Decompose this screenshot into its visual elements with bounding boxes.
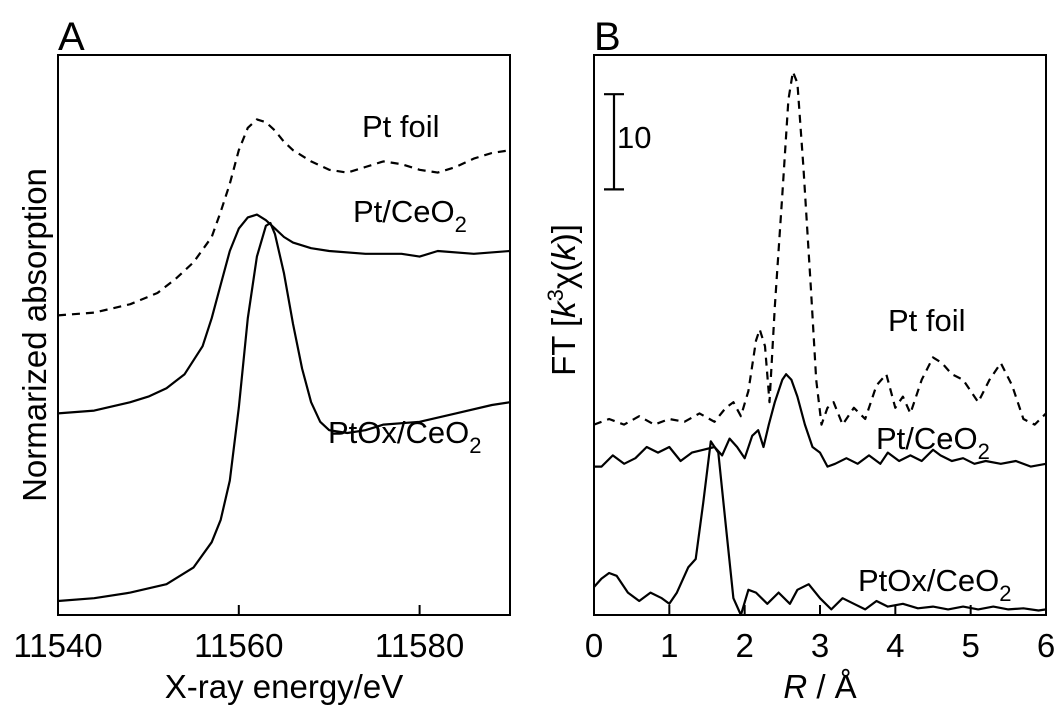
- panel-b-frame: [593, 54, 1047, 616]
- panel-b-x-tick-label: 4: [886, 627, 904, 664]
- panel-b-x-ticks: 0 1 2 3 4 5 6: [585, 605, 1055, 664]
- panel-a-series-line-1: [57, 213, 511, 415]
- panel-b-curves: [593, 70, 1047, 617]
- panel-b-x-tick-label: 0: [585, 627, 603, 664]
- panel-b: B 0 1 2 3 4 5 6 R / Å FT [k3χ(k)] 10 Pt foil P…: [543, 15, 1055, 705]
- panel-a-x-tick-label: 11560: [194, 627, 283, 664]
- panel-a-series-line-2: [57, 221, 511, 603]
- panel-b-x-axis-label: R / Å: [783, 668, 856, 705]
- panel-b-scale-bar-label: 10: [617, 120, 651, 155]
- panel-a-series-line-0: [57, 118, 511, 317]
- panel-a-curves: [57, 118, 511, 603]
- panel-a-frame: [57, 54, 511, 616]
- panel-a-x-tick-label: 11580: [375, 627, 464, 664]
- panel-a: A 11540 11560 11580 X-ray energy/eV Normar…: [13, 15, 511, 705]
- panel-b-label-pt-ceo2: Pt/CeO2: [876, 421, 990, 464]
- panel-a-x-axis-label: X-ray energy/eV: [165, 668, 403, 705]
- panel-b-series-line-1: [594, 373, 1047, 468]
- panel-b-x-tick-label: 6: [1037, 627, 1055, 664]
- panel-b-x-tick-label: 5: [961, 627, 979, 664]
- panel-b-label-pt-foil: Pt foil: [888, 303, 966, 338]
- panel-a-x-tick-label: 11540: [13, 627, 102, 664]
- panel-a-label-ptox-ceo2: PtOx/CeO2: [328, 415, 482, 458]
- panel-b-letter: B: [594, 15, 621, 59]
- panel-a-label-pt-foil: Pt foil: [362, 109, 440, 144]
- panel-b-y-axis-label: FT [k3χ(k)]: [543, 224, 582, 376]
- panel-b-x-tick-label: 2: [735, 627, 753, 664]
- panel-a-x-ticks: 11540 11560 11580: [13, 605, 464, 664]
- panel-b-series-line-2: [593, 440, 1047, 617]
- panel-a-label-pt-ceo2: Pt/CeO2: [353, 194, 467, 237]
- panel-b-series-line-0: [593, 70, 1047, 426]
- panel-b-x-tick-label: 1: [660, 627, 678, 664]
- panel-a-y-axis-label: Normarized absorption: [16, 168, 53, 502]
- panel-a-letter: A: [58, 15, 85, 59]
- panel-b-scale-bar: [604, 93, 624, 191]
- panel-b-x-tick-label: 3: [811, 627, 829, 664]
- panel-b-label-ptox-ceo2: PtOx/CeO2: [858, 563, 1012, 606]
